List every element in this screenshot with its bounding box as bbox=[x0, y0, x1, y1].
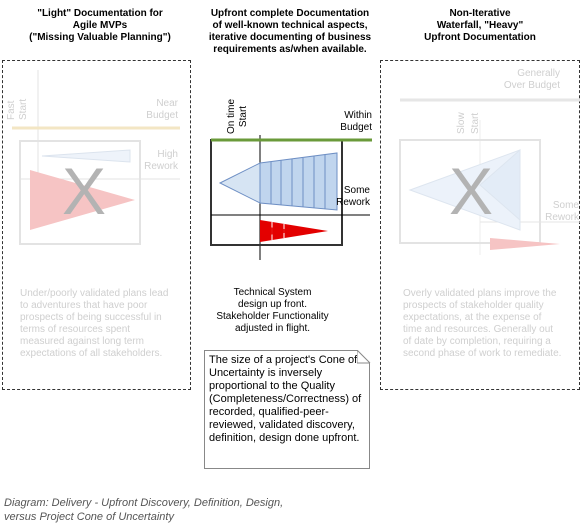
diagram-caption: Diagram: Delivery - Upfront Discovery, D… bbox=[4, 497, 284, 523]
center-technical-text: Technical System design up front. Stakeh… bbox=[216, 287, 329, 334]
note-folded-corner bbox=[357, 350, 371, 364]
right-description: Overly validated plans improve the prosp… bbox=[403, 288, 562, 359]
right-axis-label: Slow bbox=[456, 112, 467, 134]
right-big-x: X bbox=[449, 154, 494, 228]
right-panel bbox=[380, 60, 580, 390]
left-near-budget-label: Near Budget bbox=[146, 98, 178, 121]
right-diagram bbox=[399, 98, 580, 255]
center-some-rework-label: Some Rework bbox=[336, 185, 370, 208]
center-diagram bbox=[210, 135, 372, 260]
left-panel bbox=[2, 60, 191, 390]
center-axis-label: On time Start bbox=[226, 98, 249, 134]
right-axis-label-2: Start bbox=[470, 112, 481, 134]
left-big-x: X bbox=[62, 154, 107, 228]
left-axis-label-2: Start bbox=[18, 98, 29, 120]
cone-of-uncertainty-note: The size of a project's Cone of Uncertai… bbox=[204, 350, 370, 469]
right-over-budget-label: Generally Over Budget bbox=[503, 68, 560, 91]
right-header: Non-Iterative Waterfall, "Heavy" Upfront… bbox=[424, 8, 536, 43]
left-header: "Light" Documentation for Agile MVPs ("M… bbox=[29, 8, 171, 43]
center-header: Upfront complete Documentation of well-k… bbox=[208, 8, 372, 55]
center-within-budget-label: Within Budget bbox=[340, 110, 372, 133]
right-some-rework-label: Some Rework bbox=[545, 200, 579, 223]
left-description: Under/poorly validated plans lead to adv… bbox=[20, 288, 169, 359]
left-axis-label: Fast bbox=[6, 100, 17, 120]
left-high-rework-label: High Rework bbox=[144, 149, 178, 172]
left-diagram bbox=[12, 70, 180, 245]
